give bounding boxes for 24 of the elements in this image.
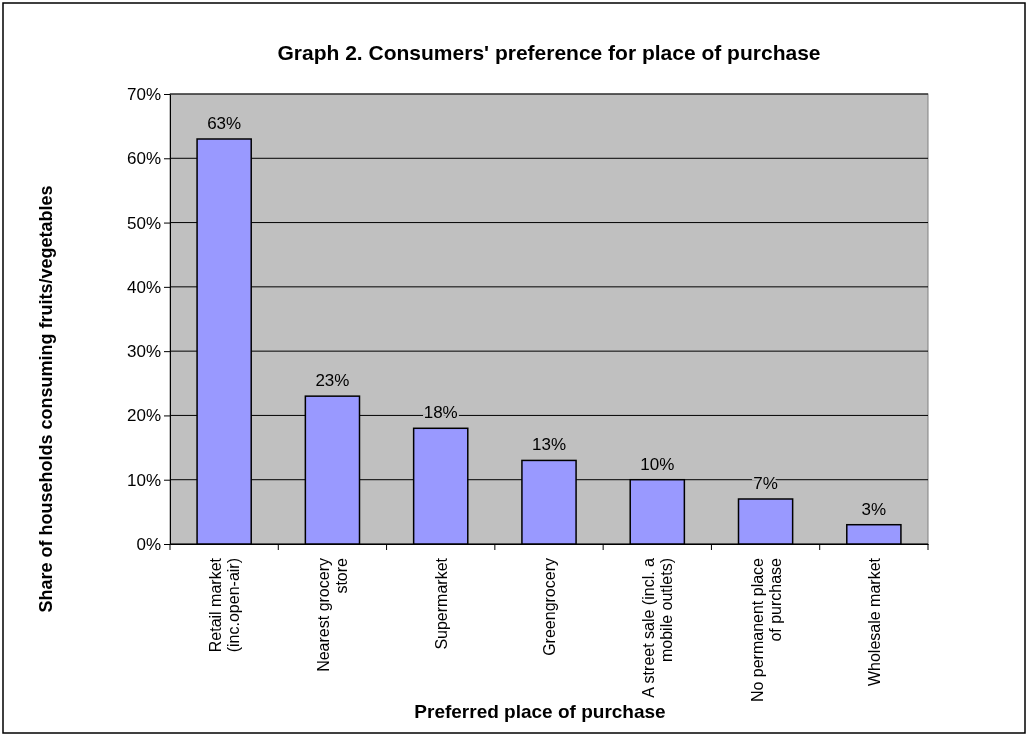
data-label: 3% [861, 499, 887, 519]
x-axis-title: Preferred place of purchase [414, 701, 666, 722]
x-tick-label: No permanent place of purchase [748, 557, 784, 703]
y-tick-label: 20% [126, 406, 161, 426]
x-tick-label: Nearest grocery store [315, 557, 351, 672]
x-tick-label: A street sale (incl. a mobile outlets) [640, 557, 676, 698]
y-tick-label: 60% [126, 149, 161, 169]
data-label: 13% [531, 435, 567, 455]
y-tick-label: 0% [136, 534, 161, 554]
y-tick-label: 30% [126, 342, 161, 362]
y-axis-title: Share of households consuming fruits/vegetables [36, 185, 56, 613]
x-tick-label: Supermarket [432, 557, 450, 650]
y-tick-label: 50% [126, 213, 161, 233]
chart-title: Graph 2. Consumers' preference for place of purchase [277, 41, 821, 64]
data-label: 7% [753, 474, 778, 493]
data-label: 10% [640, 454, 675, 474]
y-tick-label: 40% [126, 277, 161, 297]
y-tick-label: 10% [126, 470, 161, 490]
data-label: 23% [315, 371, 350, 391]
x-tick-label: Retail market (inc.open-air) [207, 557, 243, 653]
data-label: 63% [207, 114, 242, 133]
x-tick-label: Wholesale market [865, 557, 883, 687]
x-tick-label: Greengrocery [541, 558, 558, 656]
y-tick-label: 70% [126, 84, 161, 104]
